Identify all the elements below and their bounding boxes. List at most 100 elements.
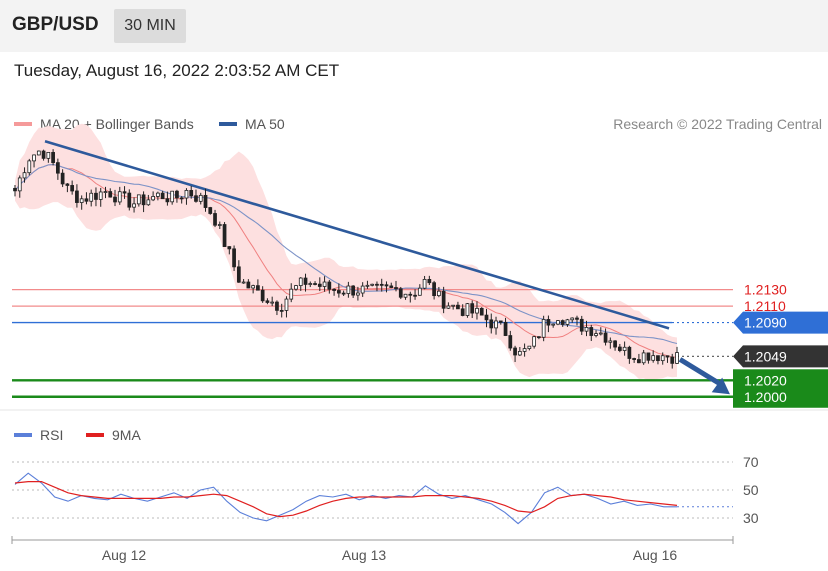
candle [537, 336, 541, 340]
candle-body [432, 282, 436, 297]
candle-body [208, 207, 213, 214]
candle-body [394, 287, 398, 290]
candle-body [537, 336, 541, 339]
candle [213, 209, 217, 228]
candle [627, 345, 632, 364]
candle-body [675, 352, 679, 364]
support-zone-box [733, 369, 828, 408]
candle [603, 328, 608, 346]
candle [446, 302, 451, 309]
candle [622, 341, 627, 356]
candle-body [622, 346, 627, 351]
candle-body [651, 355, 656, 361]
candle-body [375, 283, 379, 286]
candle [427, 275, 432, 285]
candle-body [546, 319, 551, 326]
candle [260, 286, 265, 303]
candle [479, 307, 484, 316]
candle-body [279, 309, 284, 312]
candle-body [303, 277, 308, 285]
rsi-tick-50: 50 [743, 482, 759, 498]
candle [241, 279, 246, 284]
candle [55, 158, 60, 180]
candle-body [79, 198, 84, 203]
price-label-1.2000: 1.2000 [744, 389, 787, 405]
candle [608, 337, 613, 349]
candle [408, 291, 413, 303]
candle [675, 346, 679, 364]
candle-body [446, 305, 451, 309]
candle-body [113, 196, 117, 203]
candle [227, 246, 232, 255]
candle [432, 280, 436, 300]
candle-body [460, 308, 465, 316]
candle [341, 290, 346, 297]
candle [422, 275, 427, 290]
candle-body [665, 355, 670, 358]
candle [360, 282, 365, 297]
candle [251, 284, 255, 294]
candle-body [175, 190, 179, 199]
candle [65, 183, 70, 193]
candle [175, 189, 179, 203]
candle-body [317, 283, 322, 287]
candle [670, 353, 675, 369]
candle [289, 283, 294, 303]
candle-body [541, 319, 546, 338]
candle [579, 315, 584, 335]
candle [617, 343, 622, 353]
price-tag-1.2110: 1.2110 [744, 298, 786, 314]
candle [284, 296, 289, 318]
candle-body [246, 281, 251, 289]
candle [298, 277, 303, 291]
candle [156, 191, 160, 201]
candle-body [70, 185, 75, 192]
candle [217, 221, 222, 230]
timeframe-button[interactable]: 30 MIN [114, 9, 186, 43]
candle-body [408, 293, 413, 296]
candle [208, 206, 213, 215]
candle-body [417, 287, 422, 296]
candle [246, 279, 251, 289]
price-label-1.2049: 1.2049 [744, 348, 787, 364]
candle-body [489, 319, 494, 329]
candle [108, 188, 113, 198]
candle-body [475, 307, 479, 314]
candle-body [670, 356, 675, 364]
candle [336, 283, 341, 298]
candle-body [313, 283, 317, 285]
candle [398, 286, 403, 300]
candle-body [222, 224, 227, 247]
candle-body [532, 336, 536, 347]
candle-body [103, 191, 108, 193]
candle-body [146, 199, 151, 206]
candle-body [308, 283, 313, 285]
candle [389, 282, 394, 289]
candle-body [236, 266, 241, 283]
candle-body [517, 351, 522, 356]
candle-body [251, 285, 255, 289]
candle [346, 281, 351, 298]
candle [351, 285, 356, 298]
candle [60, 169, 65, 188]
candle-body [156, 192, 160, 197]
forecast-arrow-shaft [678, 357, 726, 389]
candle [27, 158, 32, 176]
price-tag-bg-1.2049 [733, 345, 828, 368]
forecast-arrow-head [711, 377, 730, 395]
candle [94, 187, 98, 207]
candle [560, 319, 565, 327]
candle-body [89, 192, 94, 202]
candle [660, 352, 665, 365]
candle-body [656, 355, 660, 362]
candle-body [479, 307, 484, 316]
candle [279, 303, 284, 318]
candle-body [336, 290, 341, 294]
candle [556, 319, 560, 326]
candle [160, 190, 165, 200]
candle-body [608, 340, 613, 343]
candle [575, 315, 579, 326]
candle [170, 190, 175, 205]
ma50-swatch [219, 122, 237, 126]
